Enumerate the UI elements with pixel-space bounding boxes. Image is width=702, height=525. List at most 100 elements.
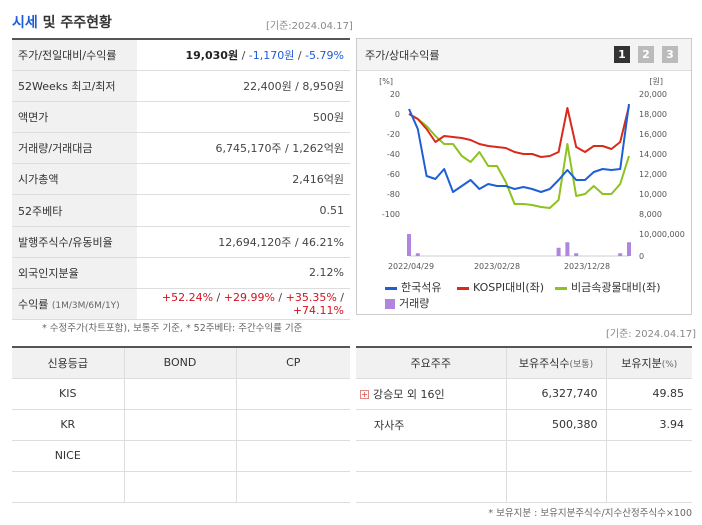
volume-tick: 0 (639, 252, 644, 261)
chart-page-1-button[interactable]: 1 (614, 46, 630, 63)
x-tick: 2022/04/29 (388, 262, 434, 271)
quote-value: 2,416억원 (137, 163, 350, 196)
quote-label: 시가총액 (12, 163, 137, 196)
quote-label: 발행주식수/유동비율 (12, 226, 137, 258)
expand-icon[interactable]: + (360, 390, 369, 399)
quote-table: 주가/전일대비/수익률 19,030원 / -1,170원 / -5.79% 5… (12, 38, 350, 321)
legend-swatch (385, 299, 395, 309)
quote-value: 22,400원 / 8,950원 (137, 70, 350, 102)
quote-label: 주가/전일대비/수익률 (12, 39, 137, 71)
volume-bar (627, 242, 631, 256)
y-left-unit: [%] (379, 77, 393, 86)
x-tick: 2023/12/28 (564, 262, 610, 271)
y-right-tick: 8,000 (639, 210, 662, 219)
series-line-1 (408, 103, 630, 193)
holder-name: 자사주 (356, 409, 506, 441)
price-change-pct: -5.79% (305, 48, 344, 62)
table-row: 발행주식수/유동비율 12,694,120주 / 46.21% (12, 226, 350, 258)
table-row: KR (12, 409, 350, 441)
table-row: 52주베타 0.51 (12, 194, 350, 227)
return-1m: +52.24% (161, 291, 214, 305)
table-row: 수익률 (1M/3M/6M/1Y) +52.24% / +29.99% / +3… (12, 288, 350, 321)
table-row: 52Weeks 최고/최저 22,400원 / 8,950원 (12, 70, 350, 102)
holder-name-cell[interactable]: + 강승모 외 16인 (356, 378, 506, 410)
chart-header: 주가/상대수익률 1 2 3 (357, 39, 691, 71)
price-change: -1,170원 (248, 48, 295, 62)
quote-value: 2.12% (137, 257, 350, 290)
y-right-unit: [원] (649, 77, 663, 86)
volume-bar (565, 242, 570, 256)
col-header: 신용등급 (12, 347, 124, 379)
holder-pct: 3.94 (605, 409, 692, 441)
legend-item: 거래량 (385, 295, 429, 311)
table-row (12, 471, 350, 503)
current-price: 19,030원 (185, 48, 239, 62)
as-of-date: [기준:2024.04.17] (266, 21, 353, 32)
series-line-2 (408, 105, 630, 158)
series-line-3 (408, 113, 630, 209)
quote-value: 0.51 (137, 194, 350, 227)
volume-bar (618, 253, 623, 256)
quote-footnote: * 수정주가(차트포함), 보통주 기준, * 52주베타: 주간수익률 기준 (42, 323, 303, 334)
agency-name: NICE (12, 440, 124, 472)
holders-footnote: * 보유지분 : 보유지분주식수/지수산정주식수×100 (488, 508, 692, 519)
agency-name: KIS (12, 378, 124, 410)
table-row: 시가총액 2,416억원 (12, 163, 350, 196)
quote-value: 6,745,170주 / 1,262억원 (137, 132, 350, 165)
legend-item: 비금속광물대비(좌) (555, 279, 661, 295)
quote-label: 외국인지분율 (12, 257, 137, 290)
y-right-tick: 18,000 (639, 110, 667, 119)
agency-name: KR (12, 409, 124, 441)
legend-swatch (457, 286, 469, 290)
quote-label: 52주베타 (12, 194, 137, 227)
col-header: CP (235, 347, 350, 379)
holder-shares: 500,380 (505, 409, 606, 441)
table-row: KIS (12, 378, 350, 410)
y-right-tick: 10,000 (639, 190, 667, 199)
quote-label: 52Weeks 최고/최저 (12, 70, 137, 102)
agency-name (12, 471, 124, 503)
quote-label: 거래량/거래대금 (12, 132, 137, 165)
title-accent: 시세 (12, 15, 38, 31)
major-holders-table: 주요주주 보유주식수(보통) 보유지분(%) + 강승모 외 16인 6,327,… (356, 346, 692, 503)
chart-title: 주가/상대수익률 (365, 49, 440, 62)
table-row: + 강승모 외 16인 6,327,740 49.85 (356, 378, 692, 410)
legend-swatch (385, 286, 397, 290)
legend-item: KOSPI대비(좌) (457, 279, 544, 295)
y-right-tick: 14,000 (639, 150, 667, 159)
return-6m: +35.35% (285, 291, 337, 305)
y-right-tick: 16,000 (639, 130, 667, 139)
table-row: 액면가 500원 (12, 101, 350, 134)
holder-pct: 49.85 (605, 378, 692, 410)
volume-tick: 10,000,000 (639, 230, 685, 239)
title-rest: 및 주주현황 (37, 15, 112, 31)
legend-swatch (555, 286, 567, 290)
table-header-row: 신용등급 BOND CP (12, 347, 350, 379)
quote-label: 수익률 (1M/3M/6M/1Y) (12, 288, 137, 321)
y-right-tick: 20,000 (639, 90, 667, 99)
y-left-tick: -60 (387, 170, 400, 179)
quote-value: 19,030원 / -1,170원 / -5.79% (137, 39, 350, 71)
y-left-tick: 0 (395, 110, 400, 119)
section-title: 시세 및 주주현황 (12, 12, 112, 32)
volume-bar (556, 247, 561, 256)
chart-page-3-button[interactable]: 3 (662, 46, 678, 63)
legend-item: 한국석유 (385, 279, 441, 295)
y-left-tick: -20 (387, 130, 400, 139)
quote-label: 액면가 (12, 101, 137, 134)
table-row: 자사주 500,380 3.94 (356, 409, 692, 441)
return-1y: +74.11% (292, 304, 344, 318)
credit-rating-table: 신용등급 BOND CP KIS KR NICE (12, 346, 350, 503)
table-row: 거래량/거래대금 6,745,170주 / 1,262억원 (12, 132, 350, 165)
col-header: 주요주주 (356, 347, 506, 379)
y-left-tick: -80 (387, 190, 400, 199)
table-row: NICE (12, 440, 350, 472)
table-row (356, 471, 692, 503)
volume-bar (574, 253, 579, 256)
returns-value: +52.24% / +29.99% / +35.35% / +74.11% (137, 288, 350, 321)
table-row: 외국인지분율 2.12% (12, 257, 350, 290)
y-left-tick: 20 (390, 90, 400, 99)
chart-page-2-button[interactable]: 2 (638, 46, 654, 63)
holder-name: 강승모 외 16인 (373, 387, 445, 401)
table-row (356, 440, 692, 472)
